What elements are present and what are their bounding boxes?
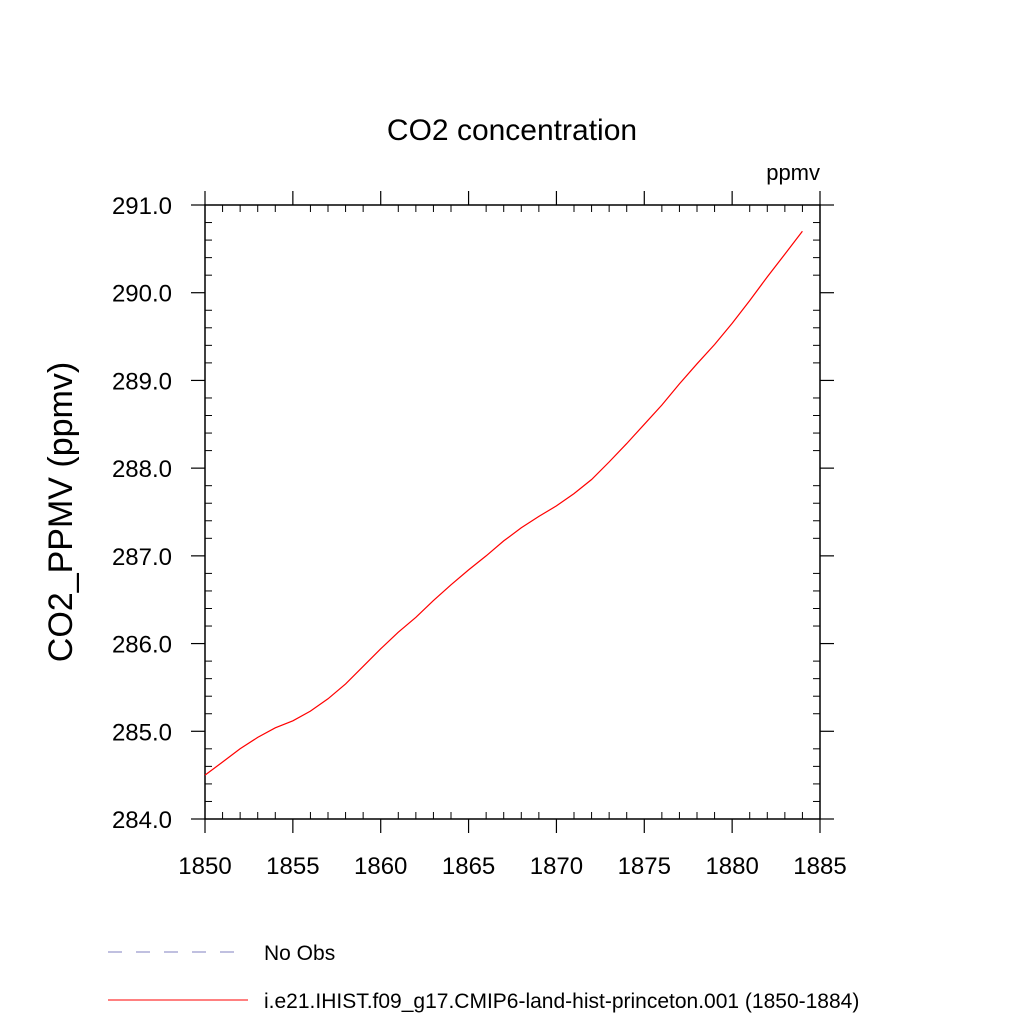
y-tick-label: 287.0 bbox=[112, 544, 172, 571]
units-label: ppmv bbox=[766, 160, 820, 185]
series-layer bbox=[204, 230, 803, 776]
y-tick-label: 290.0 bbox=[112, 281, 172, 308]
legend-label-0: No Obs bbox=[264, 942, 335, 965]
axis-tick-labels: 1850 1855 1860 1865 1870 1875 1880 1885 284.0 285… bbox=[112, 193, 847, 880]
x-tick-label: 1870 bbox=[530, 853, 583, 880]
legend-label-1: i.e21.IHIST.f09_g17.CMIP6-land-hist-prin… bbox=[264, 990, 859, 1013]
y-tick-label: 288.0 bbox=[112, 456, 172, 483]
legend: No Obs i.e21.IHIST.f09_g17.CMIP6-land-his… bbox=[108, 942, 859, 1013]
y-tick-label: 289.0 bbox=[112, 368, 172, 395]
chart-title: CO2 concentration bbox=[387, 114, 637, 147]
x-tick-label: 1875 bbox=[618, 853, 671, 880]
series-line bbox=[204, 230, 803, 776]
x-tick-label: 1860 bbox=[354, 853, 407, 880]
x-tick-label: 1850 bbox=[178, 853, 231, 880]
x-tick-label: 1885 bbox=[793, 853, 846, 880]
x-tick-label: 1880 bbox=[705, 853, 758, 880]
axis-ticks bbox=[191, 191, 834, 833]
y-axis-label: CO2_PPMV (ppmv) bbox=[42, 362, 80, 662]
x-tick-label: 1855 bbox=[266, 853, 319, 880]
y-tick-label: 291.0 bbox=[112, 193, 172, 220]
y-tick-label: 286.0 bbox=[112, 632, 172, 659]
x-tick-label: 1865 bbox=[442, 853, 495, 880]
plot-frame bbox=[204, 204, 821, 820]
y-tick-label: 285.0 bbox=[112, 719, 172, 746]
y-tick-label: 284.0 bbox=[112, 807, 172, 834]
